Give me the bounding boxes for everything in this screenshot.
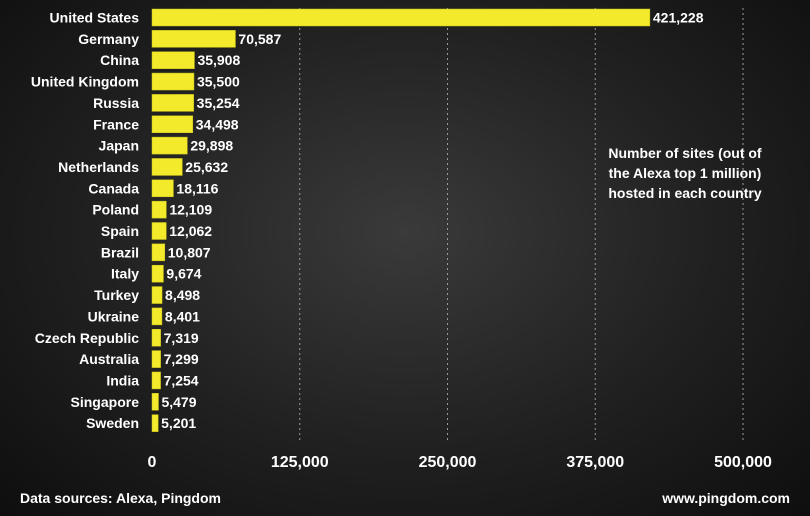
category-label: United Kingdom xyxy=(31,74,139,90)
bar xyxy=(151,115,194,133)
website-credit: www.pingdom.com xyxy=(662,490,790,506)
bars xyxy=(151,8,651,432)
category-label: Australia xyxy=(79,351,139,367)
category-label: India xyxy=(106,372,139,388)
value-label: 8,498 xyxy=(165,287,200,303)
bar xyxy=(151,222,167,240)
value-label: 10,807 xyxy=(168,244,211,260)
category-label: Japan xyxy=(99,138,139,154)
category-label: Spain xyxy=(101,223,139,239)
value-labels: 421,228 70,587 35,908 35,500 35,254 34,498 29,… xyxy=(161,10,704,432)
value-label: 25,632 xyxy=(185,159,228,175)
bar xyxy=(151,8,651,27)
bar xyxy=(151,179,174,198)
bar xyxy=(151,243,166,262)
category-label: United States xyxy=(50,10,140,26)
category-label: France xyxy=(93,116,139,132)
value-label: 12,062 xyxy=(169,223,212,239)
value-label: 5,479 xyxy=(161,394,196,410)
bar xyxy=(151,371,161,390)
bar xyxy=(151,30,236,48)
value-label: 7,319 xyxy=(164,330,199,346)
category-label: Sweden xyxy=(86,415,139,431)
data-source-note: Data sources: Alexa, Pingdom xyxy=(20,490,221,506)
value-label: 35,500 xyxy=(197,74,240,90)
bar xyxy=(151,393,159,411)
value-label: 18,116 xyxy=(176,180,218,196)
category-label: Canada xyxy=(88,180,139,196)
bar xyxy=(151,414,159,432)
category-label: Italy xyxy=(111,266,139,282)
bar xyxy=(151,136,188,155)
x-tick-label: 250,000 xyxy=(419,454,477,471)
value-label: 34,498 xyxy=(196,116,239,132)
bar xyxy=(151,264,164,283)
bar xyxy=(151,158,183,176)
value-label: 29,898 xyxy=(190,138,233,154)
bar xyxy=(151,329,161,347)
category-label: Brazil xyxy=(101,244,139,260)
value-label: 70,587 xyxy=(238,31,281,47)
grid-lines xyxy=(299,8,744,440)
category-label: Czech Republic xyxy=(35,330,139,346)
x-tick-label: 0 xyxy=(148,454,157,471)
category-labels: United States Germany China United Kingdom R… xyxy=(31,10,139,432)
bar xyxy=(151,51,195,69)
value-label: 7,299 xyxy=(164,351,199,367)
value-label: 8,401 xyxy=(165,308,200,324)
value-label: 421,228 xyxy=(653,10,704,26)
x-axis-tick-labels: 0 125,000 250,000 375,000 500,000 xyxy=(148,454,772,471)
value-label: 12,109 xyxy=(169,202,212,218)
value-label: 9,674 xyxy=(166,266,201,282)
value-label: 35,254 xyxy=(197,95,240,111)
bar xyxy=(151,286,163,304)
category-label: Turkey xyxy=(94,287,139,303)
value-label: 35,908 xyxy=(197,52,240,68)
category-label: Russia xyxy=(93,95,139,111)
category-label: Ukraine xyxy=(88,308,140,324)
x-tick-label: 500,000 xyxy=(714,454,772,471)
x-tick-label: 375,000 xyxy=(566,454,624,471)
bar xyxy=(151,72,195,91)
chart-annotation: Number of sites (out of the Alexa top 1 … xyxy=(608,145,762,201)
category-label: Netherlands xyxy=(58,159,139,175)
category-label: China xyxy=(100,52,139,68)
bar xyxy=(151,350,161,368)
category-label: Germany xyxy=(78,31,139,47)
bar xyxy=(151,94,194,112)
category-label: Poland xyxy=(92,202,139,218)
value-label: 7,254 xyxy=(164,372,199,388)
bar xyxy=(151,307,163,326)
category-label: Singapore xyxy=(71,394,140,410)
bar xyxy=(151,200,167,219)
value-label: 5,201 xyxy=(161,415,196,431)
x-tick-label: 125,000 xyxy=(271,454,329,471)
